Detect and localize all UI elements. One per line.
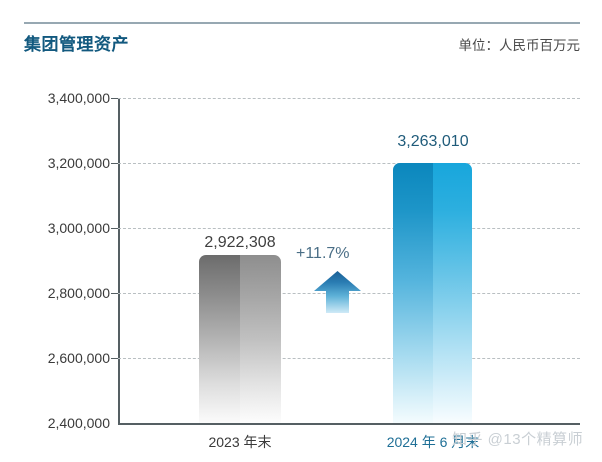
growth-percentage-label: +11.7%	[296, 245, 350, 262]
unit-label: 单位：人民币百万元	[458, 38, 581, 53]
bar-2024h1-left-face	[393, 163, 433, 423]
y-tick-label-2800000: 2,800,000	[47, 285, 110, 301]
y-tick-label-3200000: 3,200,000	[47, 155, 110, 171]
x-category-label-2024h1: 2024 年 6 月末	[386, 434, 480, 450]
y-tick-label-3400000: 3,400,000	[47, 90, 110, 106]
tickmark-2800000	[111, 293, 118, 294]
y-tick-label-2600000: 2,600,000	[47, 350, 110, 366]
tickmark-2600000	[111, 358, 118, 359]
arrow-up-icon	[314, 271, 361, 313]
plot-area	[111, 98, 580, 423]
y-axis-line	[118, 98, 120, 424]
y-tick-label-3000000: 3,000,000	[47, 220, 110, 236]
bar-2023[interactable]	[199, 255, 281, 423]
page-title: 集团管理资产	[24, 35, 129, 54]
x-axis-line	[118, 423, 580, 425]
tickmark-3400000	[111, 98, 118, 99]
x-category-label-2023: 2023 年末	[208, 434, 272, 450]
gridline-2600000	[118, 358, 580, 359]
gridline-3200000	[118, 163, 580, 164]
tickmark-3000000	[111, 228, 118, 229]
y-tick-label-2400000: 2,400,000	[47, 415, 110, 431]
header-divider	[24, 22, 580, 24]
bar-2023-right-face	[240, 255, 281, 423]
bar-2023-left-face	[199, 255, 240, 423]
bar-2024h1-right-face	[432, 163, 472, 423]
bar-2024h1[interactable]	[393, 163, 472, 423]
gridline-3000000	[118, 228, 580, 229]
bar-value-2023: 2,922,308	[204, 234, 276, 251]
gridline-3400000	[118, 98, 580, 99]
tickmark-3200000	[111, 163, 118, 164]
bar-value-2024h1: 3,263,010	[397, 133, 469, 150]
